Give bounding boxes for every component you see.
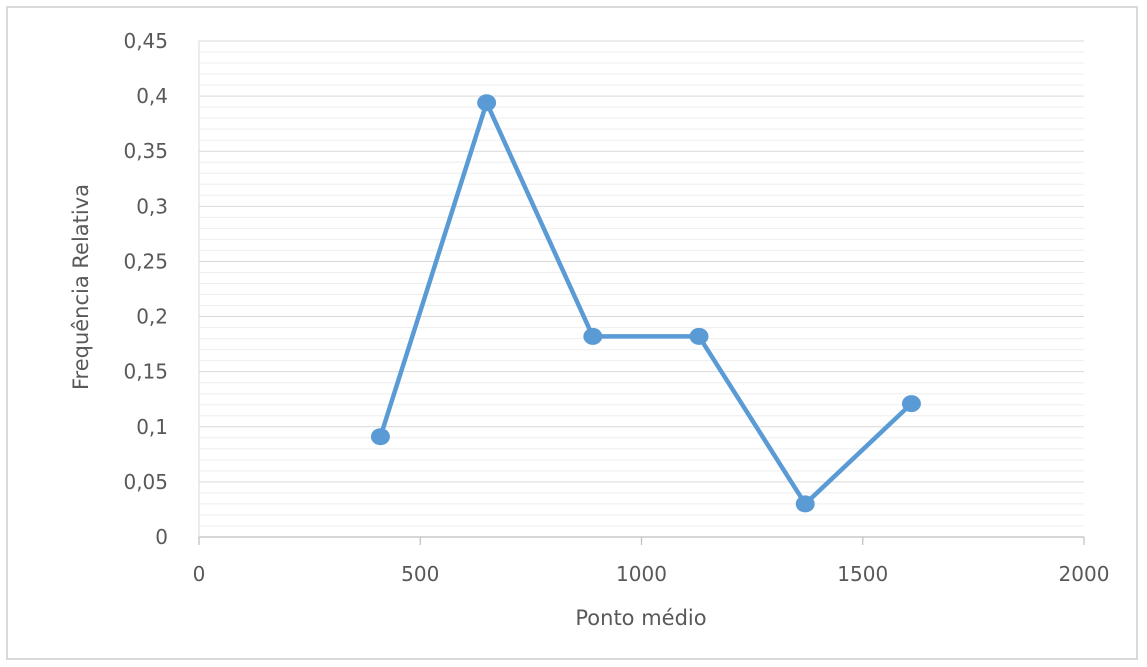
y-tick-label: 0,2 (136, 305, 168, 329)
x-tick-label: 2000 (1059, 562, 1110, 586)
y-tick-label: 0,45 (123, 29, 168, 53)
major-gridlines (199, 40, 1084, 483)
data-point (901, 395, 921, 413)
series-line (378, 100, 914, 507)
axes (198, 41, 1085, 545)
data-point (477, 94, 497, 112)
y-tick-label: 0,4 (136, 84, 168, 108)
data-point (583, 327, 603, 345)
y-tick-label: 0,1 (136, 415, 168, 439)
x-tick-label: 0 (193, 562, 206, 586)
y-tick-label: 0,3 (136, 194, 168, 218)
data-point (689, 327, 709, 345)
chart-frame (6, 6, 1138, 660)
x-tick-label: 1000 (616, 562, 667, 586)
data-point (795, 495, 815, 513)
y-tick-label: 0,25 (123, 249, 168, 273)
x-tick-label: 1500 (837, 562, 888, 586)
y-axis-title: Frequência Relativa (69, 184, 93, 390)
y-tick-label: 0 (155, 525, 168, 549)
x-axis-title: Ponto médio (575, 606, 706, 630)
y-tick-label: 0,05 (123, 470, 168, 494)
data-point (370, 428, 390, 446)
minor-gridlines (199, 51, 1084, 527)
y-tick-label: 0,15 (123, 360, 168, 384)
x-tick-labels: 0 500 1000 1500 2000 (193, 562, 1110, 586)
y-tick-label: 0,35 (123, 139, 168, 163)
x-tick-label: 500 (401, 562, 439, 586)
series-layer (370, 94, 921, 513)
y-tick-labels: 0 0,05 0,1 0,15 0,2 0,25 0,3 0,35 0,4 0,45 (123, 29, 168, 549)
